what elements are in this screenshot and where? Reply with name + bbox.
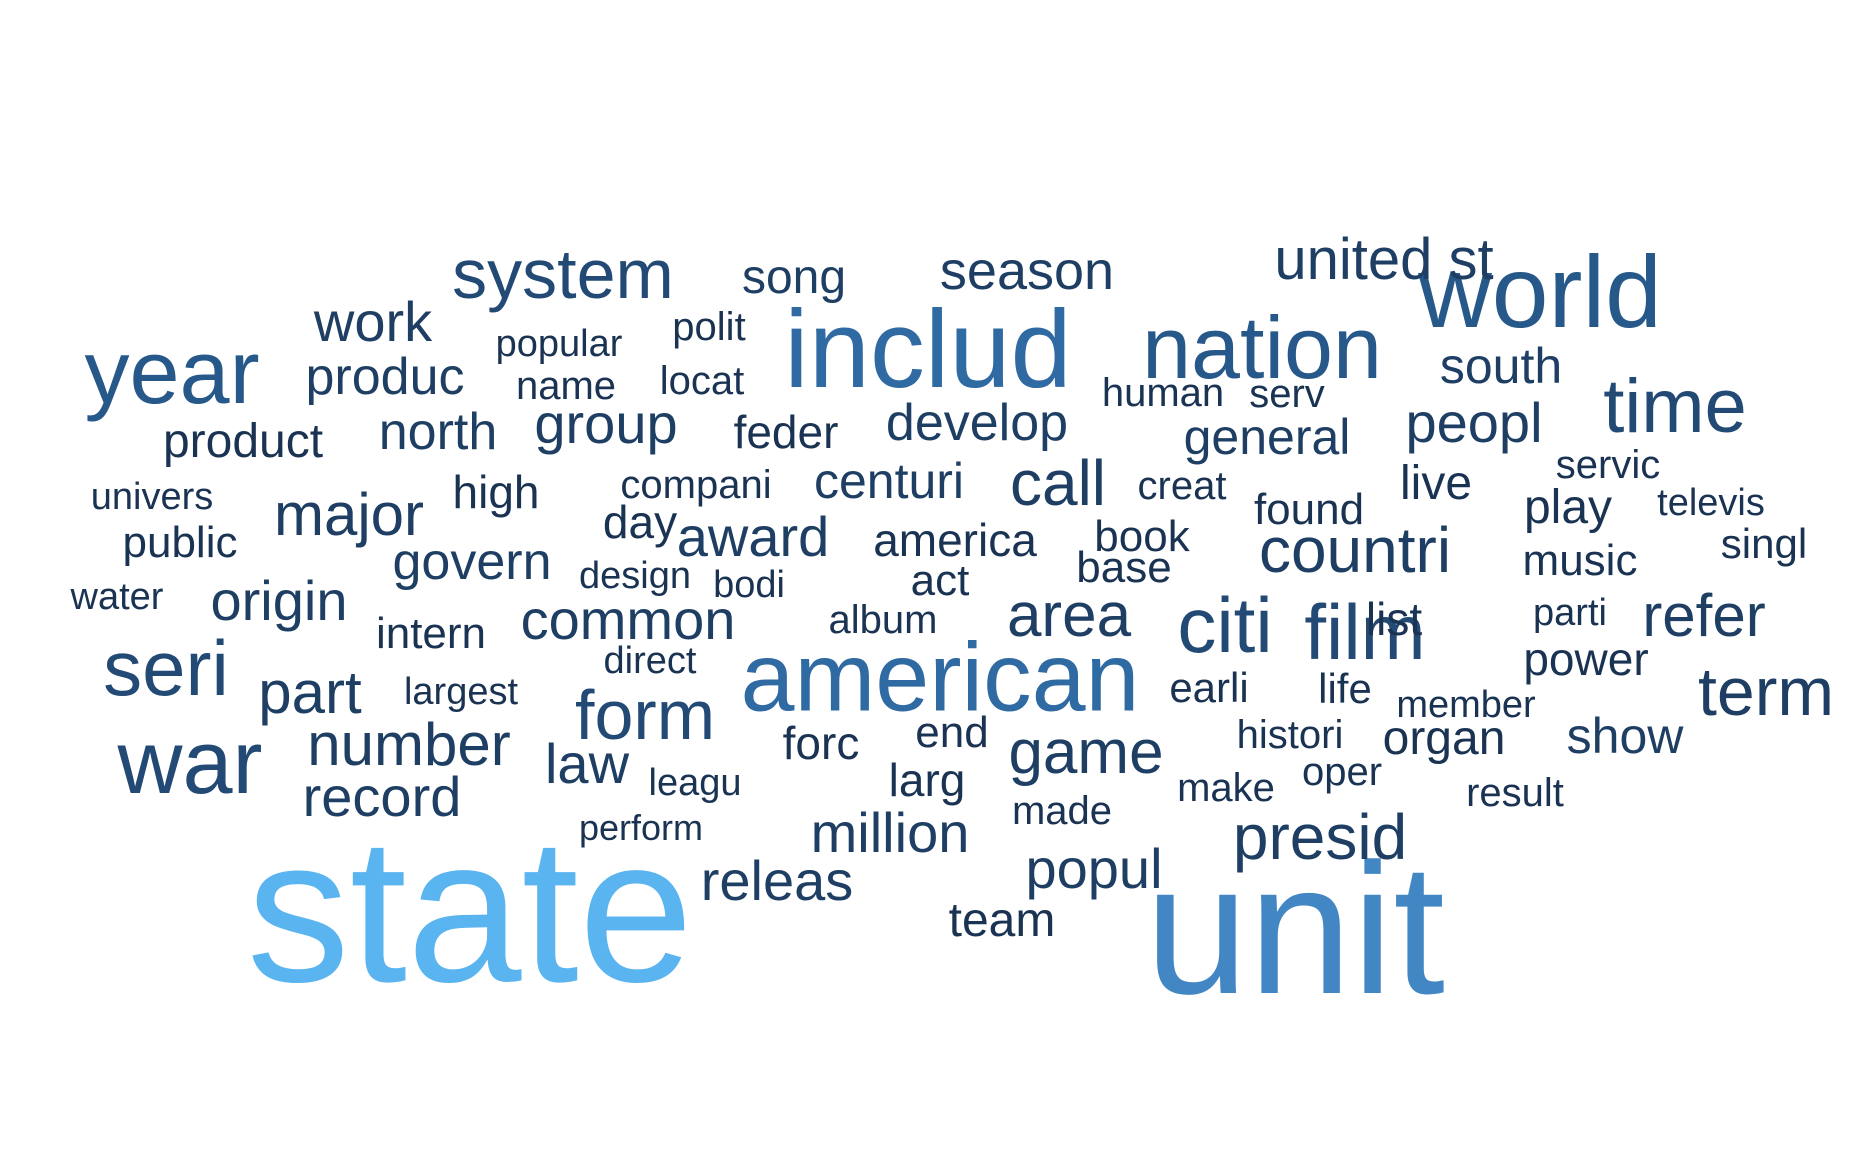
word-parti: parti — [1533, 592, 1607, 634]
word-water: water — [70, 576, 164, 618]
word-call: call — [1009, 447, 1107, 519]
word-north: north — [378, 403, 498, 461]
word-law: law — [544, 732, 630, 795]
word-found: found — [1253, 485, 1365, 534]
word-human: human — [1101, 371, 1225, 415]
word-perform: perform — [578, 807, 704, 848]
word-organ: organ — [1382, 712, 1506, 765]
word-intern: intern — [375, 609, 487, 658]
word-includ: includ — [784, 288, 1072, 411]
word-serv: serv — [1249, 372, 1325, 416]
word-direct: direct — [603, 640, 697, 682]
word-day: day — [602, 496, 678, 548]
word-largest: largest — [403, 671, 519, 713]
word-team: team — [948, 894, 1056, 947]
word-unit: unit — [1145, 826, 1445, 1033]
word-larg: larg — [888, 754, 966, 806]
word-public: public — [122, 518, 238, 567]
word-life: life — [1318, 665, 1372, 712]
word-song: song — [741, 251, 847, 304]
word-live: live — [1399, 457, 1473, 510]
word-bodi: bodi — [713, 564, 785, 606]
word-design: design — [579, 555, 691, 597]
word-popul: popul — [1025, 837, 1163, 900]
word-list: list — [1365, 593, 1423, 645]
word-presid: presid — [1232, 801, 1408, 873]
word-seri: seri — [103, 624, 229, 712]
word-televis: televis — [1657, 482, 1765, 524]
word-album: album — [828, 598, 938, 642]
word-servic: servic — [1555, 443, 1661, 487]
word-season: season — [939, 241, 1115, 301]
word-music: music — [1522, 536, 1638, 585]
word-american: american — [740, 622, 1140, 732]
word-releas: releas — [700, 849, 854, 912]
word-earli: earli — [1169, 664, 1249, 711]
word-countri: countri — [1258, 514, 1452, 586]
word-end: end — [915, 708, 989, 757]
word-singl: singl — [1720, 520, 1808, 567]
word-make: make — [1177, 766, 1275, 810]
word-world: world — [1418, 235, 1662, 349]
word-major: major — [273, 481, 425, 548]
word-term: term — [1698, 654, 1834, 730]
word-part: part — [258, 659, 362, 726]
word-result: result — [1466, 771, 1564, 815]
word-polit: polit — [672, 305, 746, 349]
word-develop: develop — [885, 394, 1069, 452]
word-common: common — [520, 588, 736, 651]
word-time: time — [1603, 364, 1747, 449]
word-act: act — [910, 556, 970, 605]
word-state: state — [246, 795, 694, 1025]
word-base: base — [1076, 543, 1172, 592]
word-record: record — [302, 765, 462, 828]
word-south: south — [1439, 338, 1563, 394]
word-work: work — [313, 290, 433, 353]
word-nation: nation — [1142, 298, 1382, 397]
word-refer: refer — [1642, 582, 1766, 649]
word-centuri: centuri — [813, 453, 965, 509]
word-system: system — [452, 235, 674, 313]
word-book: book — [1094, 512, 1190, 561]
word-forc: forc — [782, 717, 860, 769]
word-peopl: peopl — [1405, 391, 1543, 454]
word-feder: feder — [733, 406, 839, 458]
word-united-st: united st — [1274, 227, 1494, 292]
word-univers: univers — [90, 476, 214, 518]
word-govern: govern — [392, 533, 552, 591]
word-high: high — [452, 466, 540, 518]
word-area: area — [1006, 581, 1132, 650]
word-made: made — [1011, 789, 1113, 833]
word-creat: creat — [1137, 464, 1227, 508]
word-play: play — [1523, 481, 1613, 534]
word-compani: compani — [620, 463, 772, 507]
word-histori: histori — [1236, 713, 1344, 757]
word-year: year — [84, 323, 260, 423]
word-citi: citi — [1177, 581, 1273, 669]
word-member: member — [1396, 684, 1536, 726]
word-game: game — [1008, 718, 1164, 787]
word-oper: oper — [1301, 750, 1383, 794]
word-origin: origin — [210, 569, 348, 632]
word-group: group — [534, 392, 678, 455]
word-power: power — [1523, 633, 1649, 685]
word-product: product — [162, 415, 324, 468]
word-film: film — [1304, 588, 1426, 676]
word-war: war — [117, 713, 263, 813]
word-show: show — [1566, 708, 1684, 764]
word-form: form — [575, 676, 715, 754]
word-produc: produc — [305, 348, 465, 406]
word-number: number — [307, 711, 511, 778]
word-america: america — [873, 514, 1037, 566]
word-million: million — [810, 801, 970, 864]
word-award: award — [676, 505, 830, 568]
word-leagu: leagu — [648, 762, 742, 804]
word-general: general — [1183, 409, 1351, 465]
word-name: name — [515, 364, 617, 408]
word-popular: popular — [495, 323, 623, 365]
word-locat: locat — [659, 359, 745, 403]
